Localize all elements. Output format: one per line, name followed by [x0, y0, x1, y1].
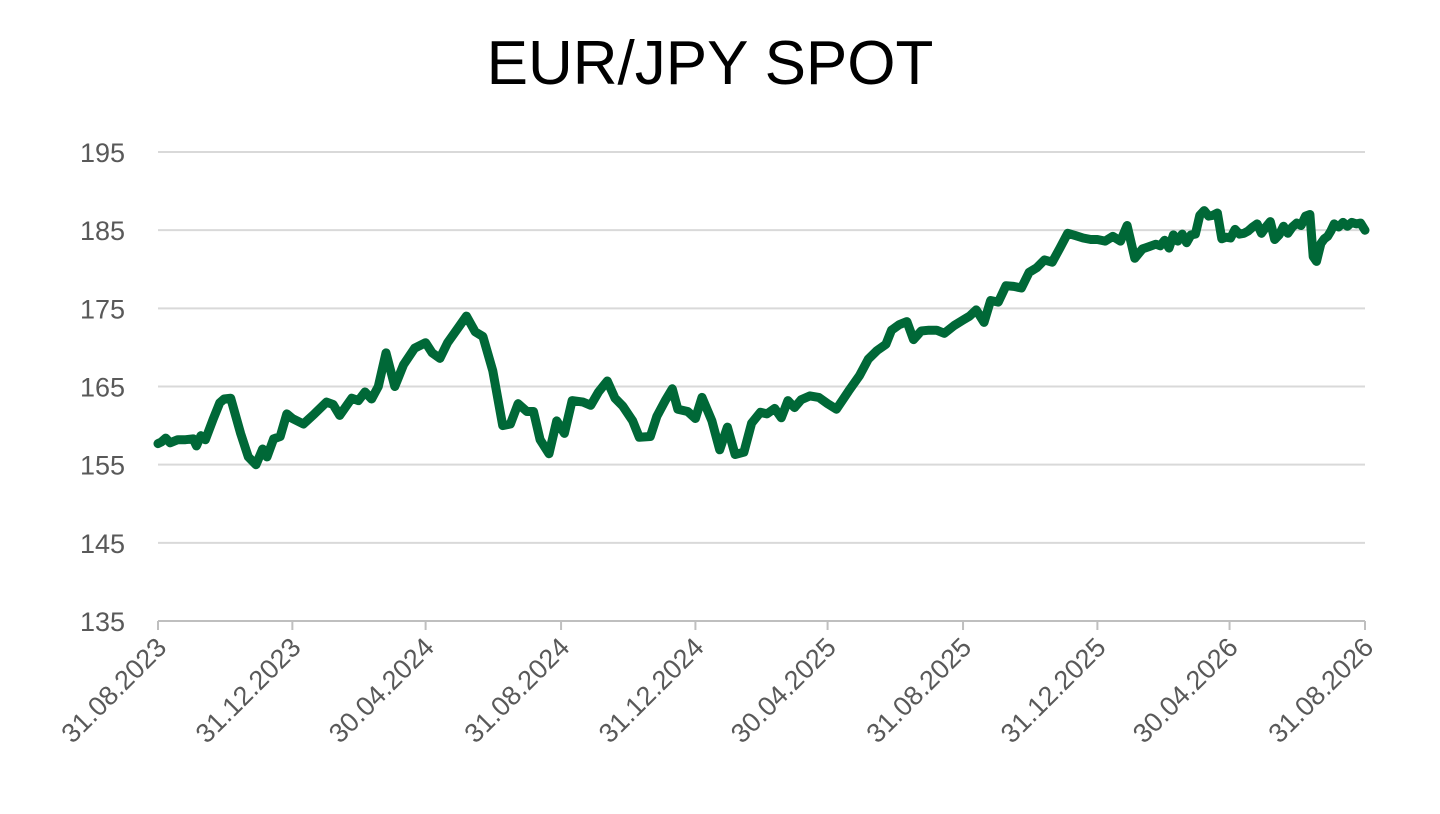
y-tick-label: 165: [80, 373, 125, 403]
gridlines: [158, 151, 1365, 544]
x-tick-label: 31.08.2024: [459, 632, 576, 749]
x-tick-label: 31.12.2023: [190, 632, 307, 749]
y-axis-ticks: 135 145 155 165 175 185 195: [80, 138, 125, 637]
x-tick-label: 31.12.2024: [593, 632, 710, 749]
y-tick-label: 185: [80, 216, 125, 246]
y-tick-label: 155: [80, 451, 125, 481]
x-axis: 31.08.2023 31.12.2023 30.04.2024 31.08.2024…: [55, 620, 1379, 749]
x-tick-label: 30.04.2024: [323, 632, 440, 749]
chart-title: EUR/JPY SPOT: [486, 29, 934, 98]
y-tick-label: 135: [80, 607, 125, 637]
y-tick-label: 145: [80, 529, 125, 559]
x-tick-label: 31.12.2025: [995, 632, 1112, 749]
y-tick-label: 175: [80, 294, 125, 324]
series-layer: [153, 206, 1370, 470]
x-tick-label: 31.08.2026: [1262, 632, 1379, 749]
x-tick-label: 31.08.2023: [55, 632, 172, 749]
x-tick-label: 30.04.2026: [1127, 632, 1244, 749]
x-tick-label: 31.08.2025: [861, 632, 978, 749]
x-tick-label: 30.04.2025: [725, 632, 842, 749]
series-line-0: [153, 206, 1370, 470]
y-tick-label: 195: [80, 138, 125, 168]
